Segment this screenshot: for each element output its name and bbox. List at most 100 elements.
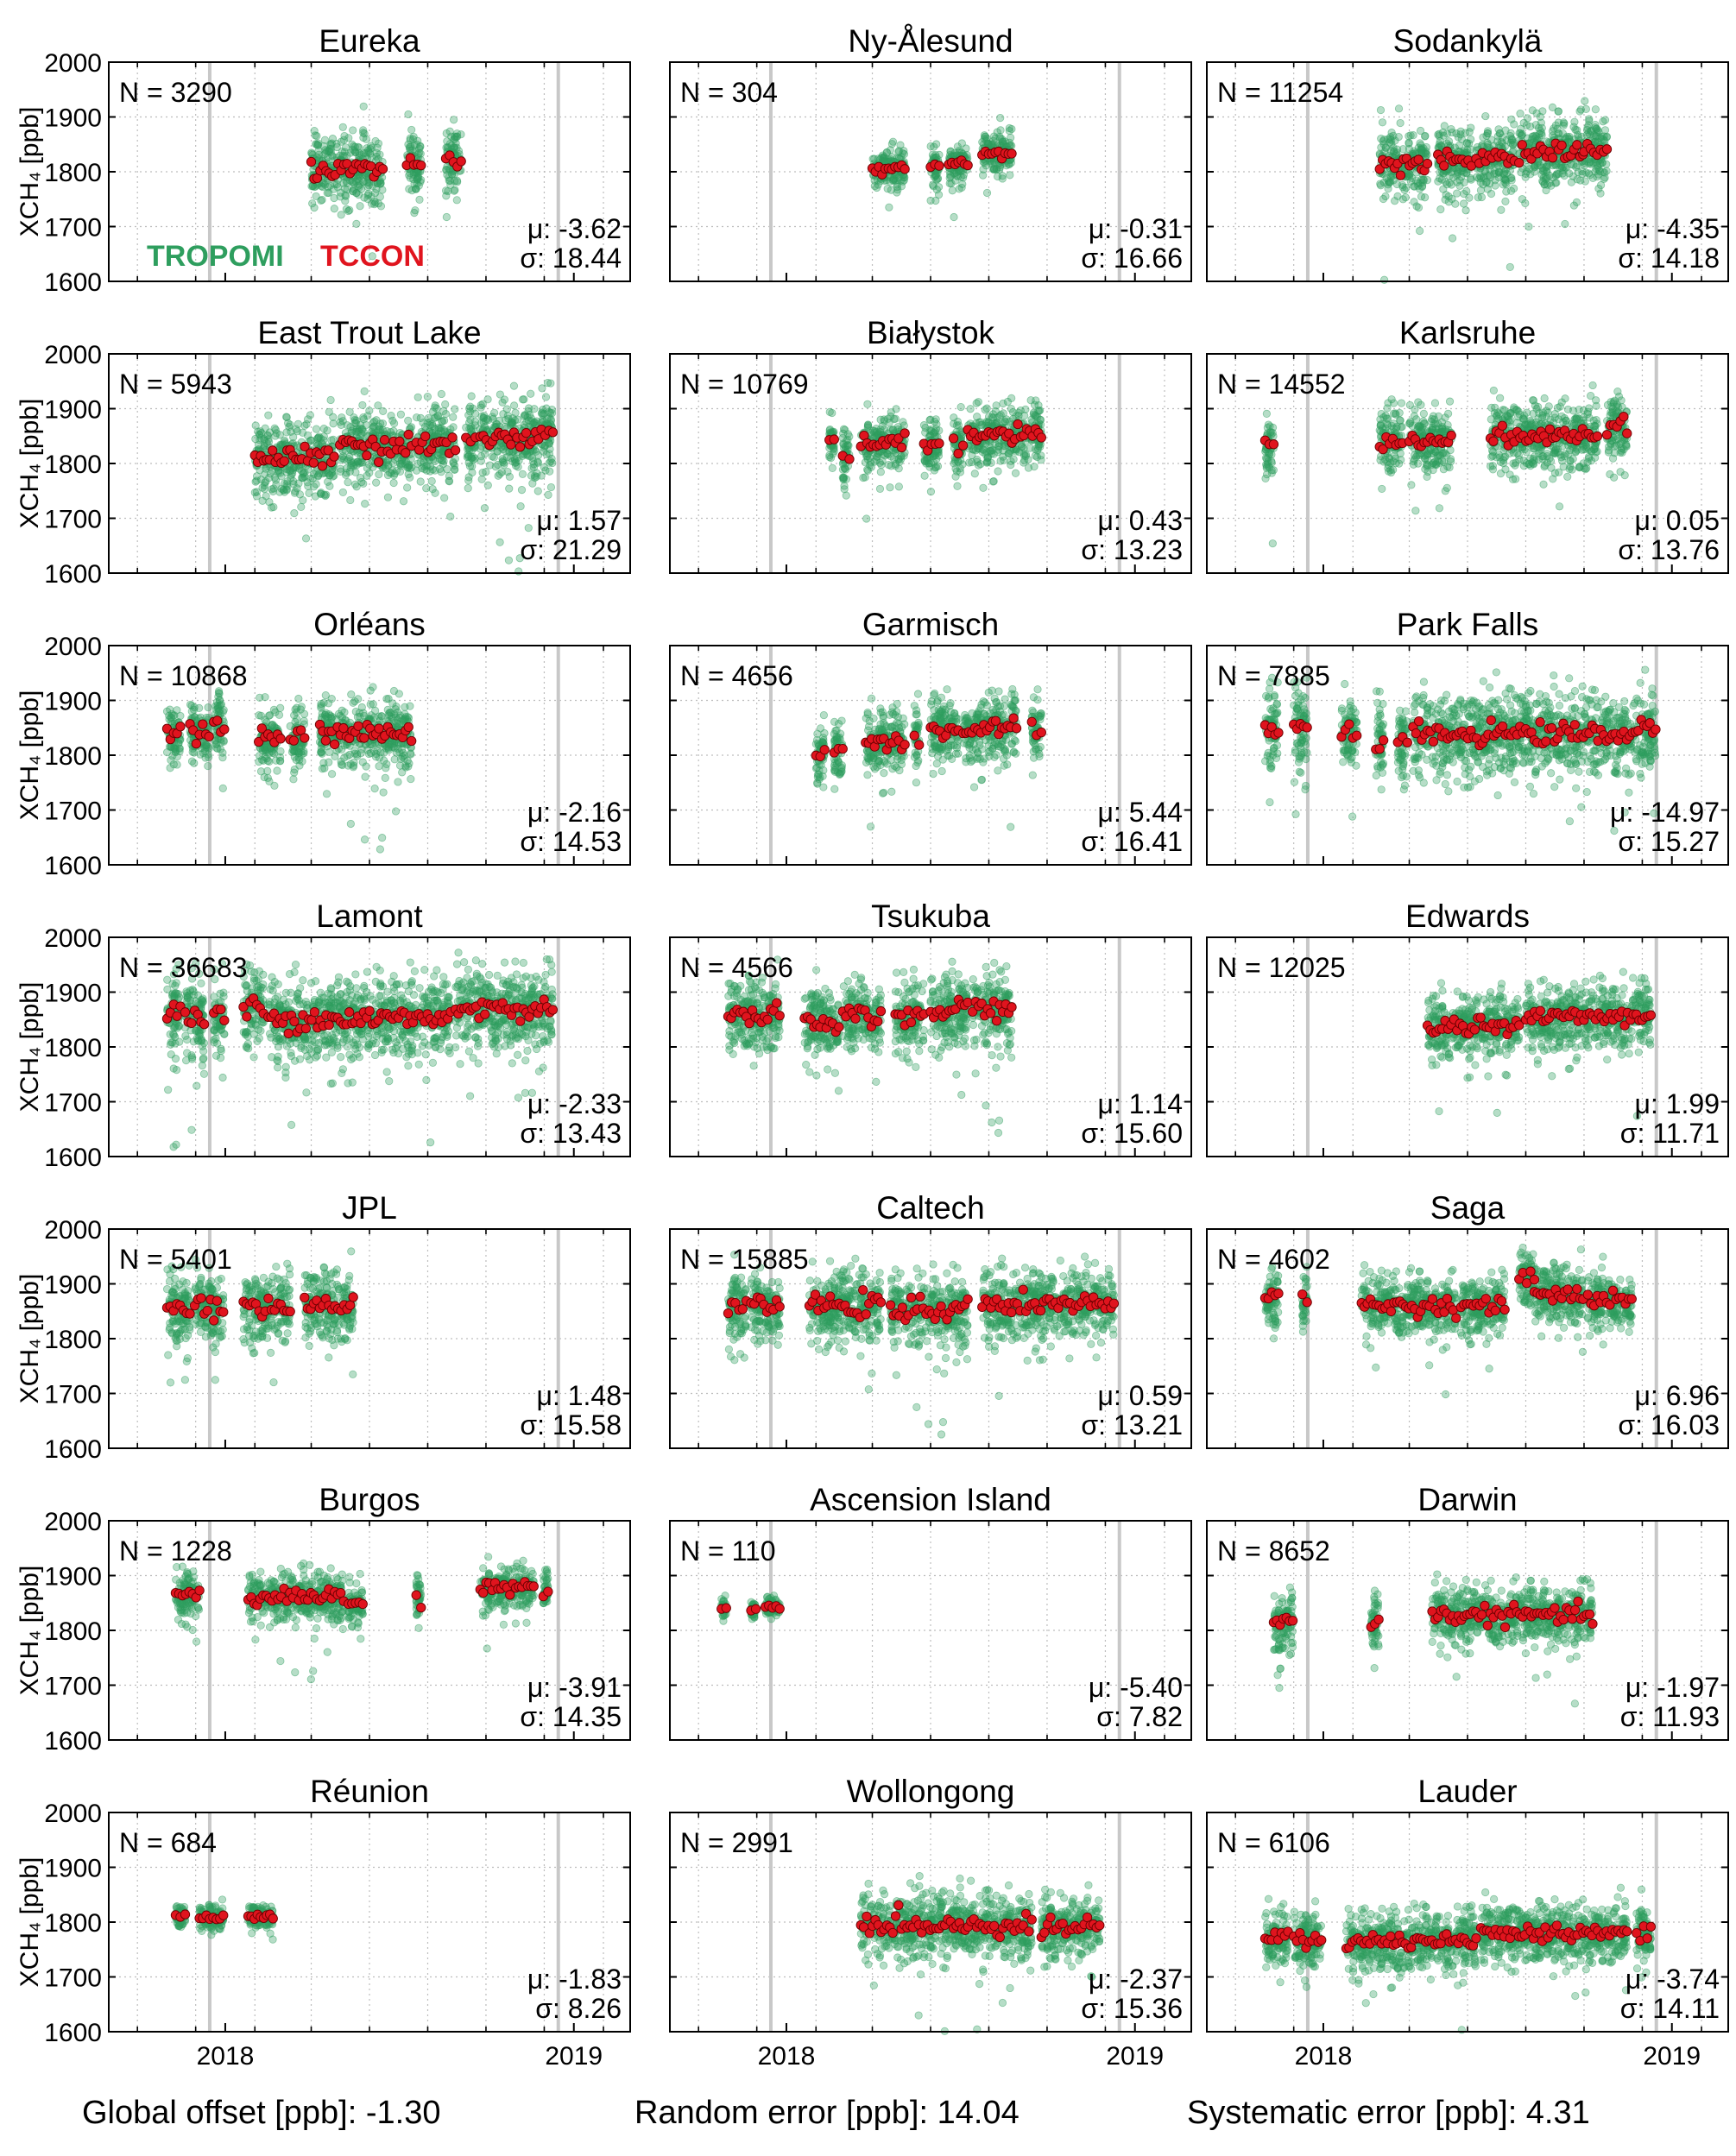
tropomi-point bbox=[359, 129, 366, 136]
tropomi-point bbox=[985, 140, 992, 147]
tccon-point bbox=[378, 165, 387, 173]
panel-title: Białystok bbox=[867, 315, 995, 350]
tropomi-point bbox=[306, 489, 312, 496]
tropomi-point bbox=[1007, 172, 1013, 179]
tccon-point bbox=[900, 165, 909, 173]
tropomi-point bbox=[1462, 207, 1469, 214]
tropomi-point bbox=[1421, 133, 1428, 140]
tccon-point bbox=[417, 161, 426, 169]
tropomi-point bbox=[291, 463, 298, 470]
tropomi-point bbox=[376, 470, 382, 477]
tropomi-point bbox=[1569, 407, 1576, 414]
tropomi-point bbox=[1006, 124, 1013, 131]
tropomi-point bbox=[477, 445, 483, 452]
tropomi-point bbox=[1468, 124, 1474, 131]
tccon-point bbox=[363, 451, 371, 460]
tropomi-point bbox=[356, 152, 363, 159]
tropomi-point bbox=[253, 489, 260, 495]
tropomi-point bbox=[481, 504, 488, 511]
tropomi-point bbox=[431, 414, 438, 421]
tropomi-point bbox=[361, 388, 368, 394]
tropomi-point bbox=[321, 136, 328, 143]
panel-title: Sodankylä bbox=[1393, 23, 1543, 59]
tccon-point bbox=[1573, 141, 1581, 149]
tropomi-point bbox=[505, 557, 512, 564]
tropomi-point bbox=[417, 143, 424, 150]
tropomi-point bbox=[1036, 444, 1043, 451]
tropomi-point bbox=[519, 396, 526, 403]
tropomi-point bbox=[447, 513, 454, 520]
tropomi-point bbox=[1552, 122, 1559, 129]
tropomi-point bbox=[379, 407, 386, 414]
tropomi-point bbox=[1390, 420, 1397, 427]
tropomi-point bbox=[843, 438, 849, 444]
tropomi-point bbox=[405, 417, 412, 424]
tropomi-point bbox=[1438, 419, 1445, 426]
tropomi-point bbox=[1415, 399, 1422, 406]
tropomi-point bbox=[1497, 129, 1504, 136]
tropomi-point bbox=[276, 432, 283, 438]
tropomi-point bbox=[1012, 470, 1019, 476]
tropomi-point bbox=[1581, 98, 1588, 104]
tropomi-point bbox=[1377, 106, 1384, 113]
tropomi-point bbox=[842, 466, 849, 473]
tropomi-point bbox=[1474, 194, 1481, 201]
tropomi-point bbox=[525, 524, 532, 531]
tccon-point bbox=[330, 452, 338, 461]
tropomi-point bbox=[873, 184, 880, 191]
tropomi-point bbox=[321, 150, 328, 157]
tropomi-point bbox=[353, 428, 360, 435]
tropomi-point bbox=[261, 482, 268, 489]
tropomi-point bbox=[1268, 467, 1275, 474]
tropomi-point bbox=[933, 456, 940, 463]
tropomi-point bbox=[1420, 410, 1427, 417]
tropomi-point bbox=[492, 463, 499, 470]
tropomi-point bbox=[1568, 179, 1575, 186]
tropomi-point bbox=[1502, 177, 1509, 184]
sigma-label: σ: 13.23 bbox=[1081, 534, 1183, 565]
tropomi-point bbox=[413, 180, 420, 187]
tropomi-point bbox=[1395, 105, 1402, 112]
tropomi-point bbox=[353, 220, 360, 227]
tropomi-point bbox=[515, 457, 522, 464]
tropomi-point bbox=[357, 203, 363, 210]
tropomi-point bbox=[1562, 164, 1569, 171]
tropomi-point bbox=[1543, 186, 1550, 193]
tropomi-point bbox=[519, 470, 526, 477]
tropomi-point bbox=[466, 408, 473, 415]
tropomi-point bbox=[500, 410, 507, 417]
tropomi-point bbox=[877, 469, 884, 476]
series-tropomi bbox=[308, 103, 465, 260]
tropomi-point bbox=[1378, 144, 1385, 151]
tropomi-point bbox=[1507, 139, 1514, 146]
tropomi-point bbox=[372, 479, 379, 486]
tropomi-point bbox=[439, 418, 445, 425]
tropomi-point bbox=[481, 412, 488, 419]
tropomi-point bbox=[1556, 503, 1562, 510]
n-count: N = 10769 bbox=[680, 369, 809, 400]
tropomi-point bbox=[546, 414, 552, 421]
tropomi-point bbox=[1436, 141, 1442, 148]
tropomi-point bbox=[876, 485, 883, 492]
tropomi-point bbox=[864, 421, 871, 428]
tropomi-point bbox=[1441, 123, 1448, 129]
tropomi-point bbox=[1517, 110, 1524, 117]
tropomi-point bbox=[1581, 178, 1588, 185]
tropomi-point bbox=[1436, 505, 1442, 512]
tropomi-point bbox=[409, 136, 416, 142]
tropomi-point bbox=[389, 417, 396, 424]
tropomi-point bbox=[1582, 105, 1589, 112]
tropomi-point bbox=[1269, 539, 1276, 546]
tropomi-point bbox=[1004, 398, 1011, 405]
tropomi-point bbox=[1416, 227, 1423, 234]
tropomi-point bbox=[311, 204, 318, 211]
tropomi-point bbox=[375, 140, 382, 147]
tropomi-point bbox=[339, 123, 346, 130]
tropomi-point bbox=[445, 477, 452, 484]
tropomi-point bbox=[1484, 129, 1491, 136]
tropomi-point bbox=[304, 416, 311, 423]
tropomi-point bbox=[408, 147, 415, 154]
tropomi-point bbox=[1587, 159, 1594, 166]
y-tick-label: 2000 bbox=[44, 49, 102, 78]
tropomi-point bbox=[1379, 485, 1386, 492]
